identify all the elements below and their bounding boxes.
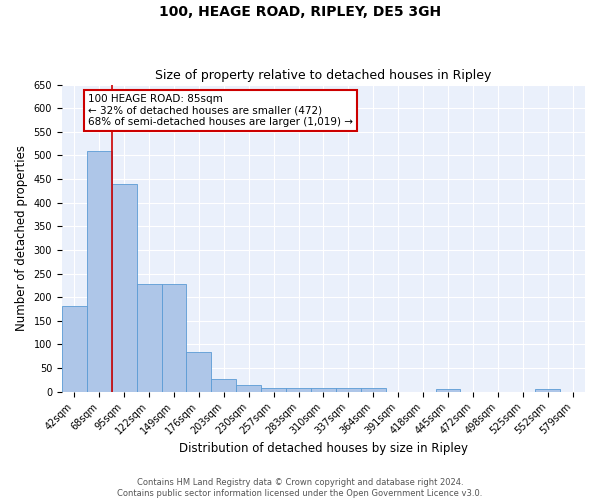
Bar bbox=[187, 352, 211, 392]
Bar bbox=[535, 389, 560, 392]
Bar bbox=[336, 388, 361, 392]
Bar bbox=[261, 388, 286, 392]
Bar bbox=[62, 306, 87, 392]
Bar bbox=[211, 379, 236, 392]
Text: 100 HEAGE ROAD: 85sqm
← 32% of detached houses are smaller (472)
68% of semi-det: 100 HEAGE ROAD: 85sqm ← 32% of detached … bbox=[88, 94, 353, 127]
Bar bbox=[286, 388, 311, 392]
Bar bbox=[436, 389, 460, 392]
Bar bbox=[137, 284, 161, 392]
Bar bbox=[112, 184, 137, 392]
Bar bbox=[361, 388, 386, 392]
Text: 100, HEAGE ROAD, RIPLEY, DE5 3GH: 100, HEAGE ROAD, RIPLEY, DE5 3GH bbox=[159, 5, 441, 19]
X-axis label: Distribution of detached houses by size in Ripley: Distribution of detached houses by size … bbox=[179, 442, 468, 455]
Y-axis label: Number of detached properties: Number of detached properties bbox=[15, 145, 28, 331]
Bar bbox=[311, 388, 336, 392]
Text: Contains HM Land Registry data © Crown copyright and database right 2024.
Contai: Contains HM Land Registry data © Crown c… bbox=[118, 478, 482, 498]
Bar bbox=[161, 284, 187, 392]
Title: Size of property relative to detached houses in Ripley: Size of property relative to detached ho… bbox=[155, 69, 491, 82]
Bar bbox=[87, 150, 112, 392]
Bar bbox=[236, 385, 261, 392]
